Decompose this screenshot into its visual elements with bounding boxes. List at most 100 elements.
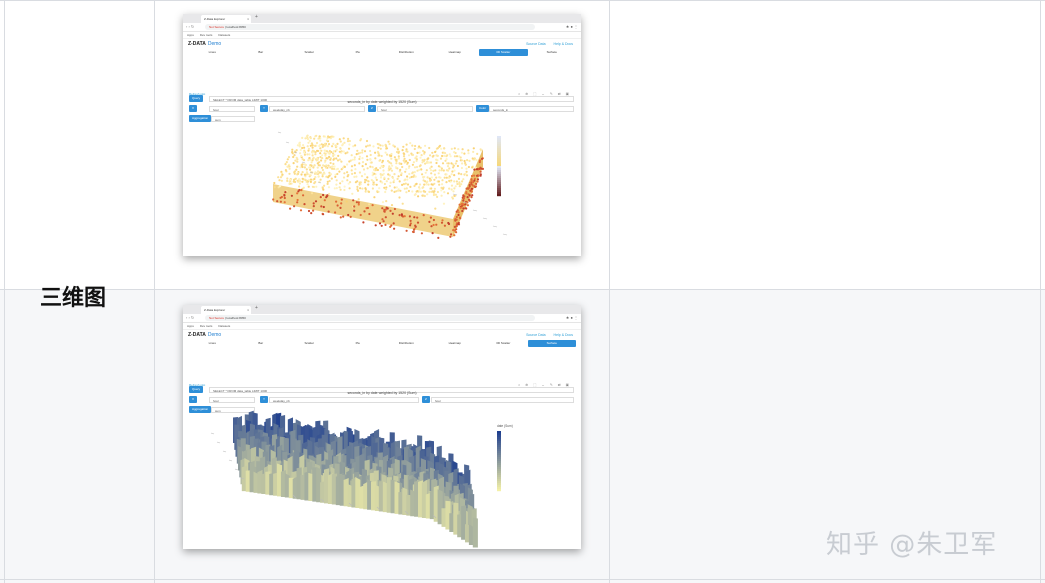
new-tab-icon[interactable]: + xyxy=(255,14,258,20)
source-data-link[interactable]: Source Data xyxy=(526,42,546,46)
scatter-point xyxy=(393,145,396,148)
scatter-point xyxy=(331,135,334,138)
surface-cell xyxy=(292,476,298,499)
refresh-plot-link[interactable]: Refresh plot xyxy=(189,92,206,96)
scatter-point xyxy=(450,184,454,187)
plot-toolbar-icons[interactable]: ⌂ ⊕ ⬚ ↔ ✎ ⇄ ▣ xyxy=(518,92,571,96)
bookmark-item[interactable]: Dev tools xyxy=(199,33,213,37)
scatter-point xyxy=(461,180,464,183)
tab-surface[interactable]: Surface xyxy=(527,340,576,347)
bookmark-item[interactable]: Datasets xyxy=(218,33,231,37)
browser-tab[interactable]: Z-Data Explorer × xyxy=(201,306,251,314)
refresh-plot-link[interactable]: Refresh plot xyxy=(189,383,206,387)
x-axis-select[interactable]: hour xyxy=(209,397,255,403)
scatter-point xyxy=(330,177,333,180)
help-link[interactable]: Help & Docs xyxy=(553,333,573,337)
tab-scatter[interactable]: Scatter xyxy=(304,341,314,345)
scatter-point xyxy=(376,150,379,153)
tab-bar[interactable]: Bar xyxy=(258,50,264,54)
scatter-point xyxy=(338,158,341,161)
surface-mesh xyxy=(233,410,478,548)
scatter-point xyxy=(375,178,378,181)
x-axis-select[interactable]: hour xyxy=(209,106,255,112)
axis-tick xyxy=(404,510,409,515)
scatter-point xyxy=(324,149,327,152)
url-input[interactable]: Not Secure | localhost:8050 xyxy=(205,315,535,321)
scatter-point xyxy=(303,203,306,206)
tab-pie[interactable]: Pie xyxy=(355,341,360,345)
tab-distribution[interactable]: Distribution xyxy=(398,50,414,54)
scatter-point xyxy=(467,187,470,190)
scatter-point xyxy=(455,160,458,163)
scatter-point xyxy=(479,166,482,169)
scatter-point xyxy=(440,169,443,172)
surface-cell xyxy=(343,478,349,507)
query-input[interactable]: SELECT * FROM data_table LIMIT 1000 xyxy=(209,96,574,102)
scatter-point xyxy=(458,203,461,206)
scatter-point xyxy=(358,155,361,158)
query-button[interactable]: Query xyxy=(189,386,204,393)
tab-surface[interactable]: Surface xyxy=(546,50,557,54)
url-input[interactable]: Not Secure | localhost:8050 xyxy=(205,24,535,30)
tab-scatter[interactable]: Scatter xyxy=(304,50,314,54)
scatter-point xyxy=(278,185,282,188)
tab-lines[interactable]: Lines xyxy=(208,50,216,54)
scatter-point xyxy=(343,165,346,168)
tab-distribution[interactable]: Distribution xyxy=(398,341,414,345)
query-button[interactable]: Query xyxy=(189,95,204,102)
plot-toolbar-icons[interactable]: ⌂ ⊕ ⬚ ↔ ✎ ⇄ ▣ xyxy=(518,383,571,387)
close-icon[interactable]: × xyxy=(247,308,249,312)
tab-heatmap[interactable]: Heatmap xyxy=(448,341,461,345)
scatter-point xyxy=(307,209,311,213)
scatter-point xyxy=(372,180,375,183)
scatter-point xyxy=(299,148,302,151)
y-axis-select[interactable]: weekday_nb xyxy=(269,397,419,403)
scatter-point xyxy=(277,176,280,179)
scatter-point xyxy=(311,144,314,147)
scatter-point xyxy=(308,139,311,142)
bookmark-item[interactable]: Dev tools xyxy=(199,324,213,328)
query-input[interactable]: SELECT * FROM data_table LIMIT 1000 xyxy=(209,387,574,393)
aggregation-select[interactable]: sum xyxy=(211,116,255,122)
bookmark-item[interactable]: Datasets xyxy=(218,324,231,328)
profile-icon[interactable]: ★ ● ⋮ xyxy=(565,315,578,320)
nav-arrows-icon[interactable]: ‹ › ↻ xyxy=(186,315,195,320)
scatter-point xyxy=(357,152,360,155)
scatter-point xyxy=(448,179,451,182)
scatter-3d-plot[interactable] xyxy=(183,14,581,256)
scatter-point xyxy=(310,192,314,195)
scatter-point xyxy=(413,171,416,174)
bookmark-item[interactable]: Apps xyxy=(187,33,194,37)
scatter-point xyxy=(294,177,297,180)
colorbar-segment xyxy=(497,190,501,193)
source-data-link[interactable]: Source Data xyxy=(526,333,546,337)
browser-tab[interactable]: Z-Data Explorer × xyxy=(201,15,251,23)
scatter-point xyxy=(412,161,415,164)
scatter-point xyxy=(324,152,327,155)
scatter-point xyxy=(423,158,426,161)
y-axis-select[interactable]: weekday_nb xyxy=(269,106,365,112)
scatter-point xyxy=(303,153,306,156)
bookmark-item[interactable]: Apps xyxy=(187,324,194,328)
scatter-point xyxy=(424,144,427,147)
tab-3d-scatter[interactable]: 3D Scatter xyxy=(496,341,511,345)
tab-pie[interactable]: Pie xyxy=(355,50,360,54)
z-axis-select[interactable]: hour xyxy=(377,106,473,112)
surface-3d-plot[interactable]: date (Sum) xyxy=(183,305,581,549)
profile-icon[interactable]: ★ ● ⋮ xyxy=(565,24,578,29)
z-axis-select[interactable]: hour xyxy=(431,397,574,403)
scatter-point xyxy=(478,159,482,162)
nav-arrows-icon[interactable]: ‹ › ↻ xyxy=(186,24,195,29)
close-icon[interactable]: × xyxy=(247,17,249,21)
scatter-point xyxy=(358,157,361,161)
colorbar-segment xyxy=(497,158,501,161)
color-select[interactable]: seconds_in xyxy=(489,106,574,112)
help-link[interactable]: Help & Docs xyxy=(553,42,573,46)
scatter-point xyxy=(303,166,306,169)
tab-bar[interactable]: Bar xyxy=(258,341,264,345)
tab-3d-scatter[interactable]: 3D Scatter xyxy=(479,49,528,56)
aggregation-select[interactable]: sum xyxy=(211,407,255,413)
tab-lines[interactable]: Lines xyxy=(208,341,216,345)
tab-heatmap[interactable]: Heatmap xyxy=(448,50,461,54)
new-tab-icon[interactable]: + xyxy=(255,305,258,311)
